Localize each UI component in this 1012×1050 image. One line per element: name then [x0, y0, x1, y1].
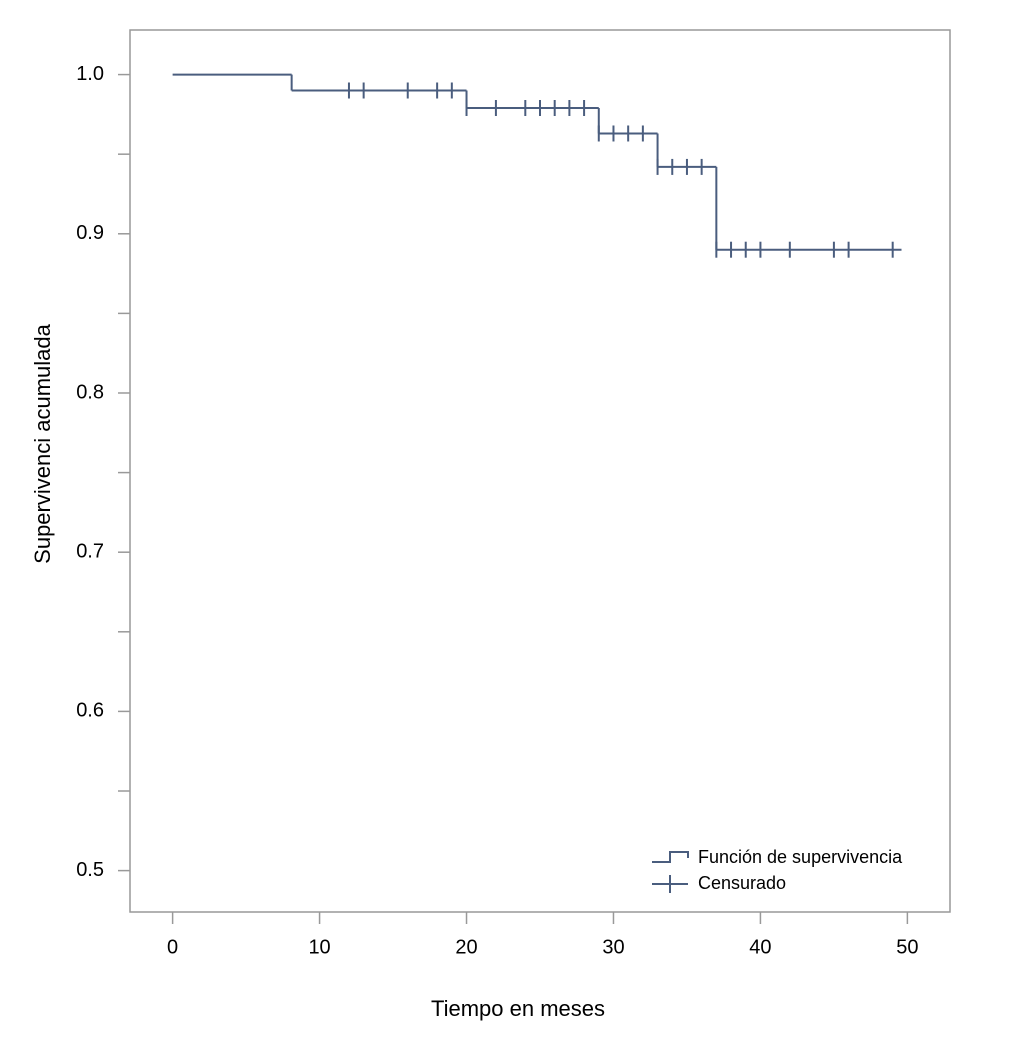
x-axis-label: Tiempo en meses — [431, 996, 605, 1021]
y-tick-label: 0.5 — [76, 859, 104, 881]
legend-icon — [652, 875, 688, 893]
y-tick-label: 0.8 — [76, 381, 104, 403]
y-tick-label: 1.0 — [76, 63, 104, 85]
legend-label: Censurado — [698, 873, 786, 893]
x-tick-label: 0 — [167, 936, 178, 958]
x-tick-label: 20 — [455, 936, 477, 958]
plot-frame — [129, 29, 951, 913]
y-tick-label: 0.7 — [76, 540, 104, 562]
legend-icon — [652, 851, 689, 863]
x-tick-label: 30 — [602, 936, 624, 958]
x-tick-label: 10 — [308, 936, 330, 958]
legend-label: Función de supervivencia — [698, 847, 903, 867]
y-tick-label: 0.6 — [76, 700, 104, 722]
y-tick-label: 0.9 — [76, 222, 104, 244]
x-tick-label: 50 — [896, 936, 918, 958]
y-axis-label: Supervivenci acumulada — [30, 323, 55, 563]
x-tick-label: 40 — [749, 936, 771, 958]
